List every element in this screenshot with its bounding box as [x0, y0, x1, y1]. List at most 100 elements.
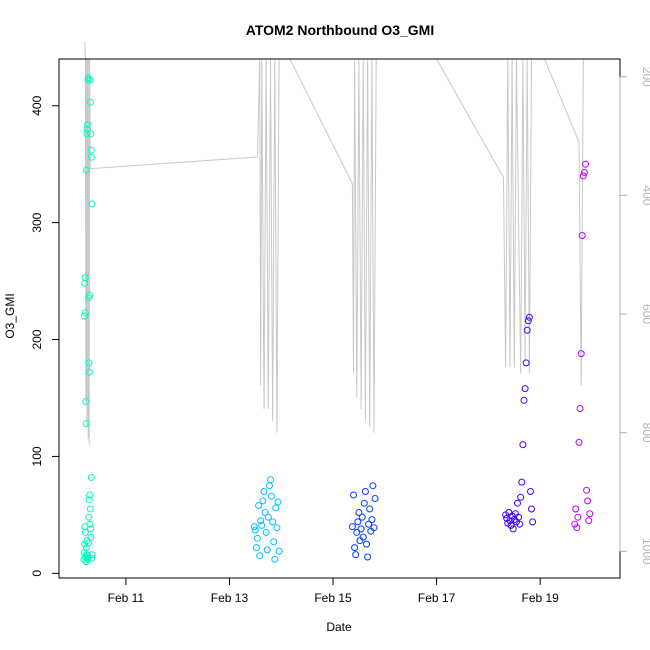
data-point-series-0	[82, 420, 90, 428]
data-point-series-3	[516, 520, 524, 528]
data-point-series-1	[251, 526, 259, 534]
data-point-series-3	[527, 488, 534, 495]
data-point-series-4	[574, 513, 582, 521]
y-tick-label: 400	[30, 95, 44, 115]
data-point-series-0	[84, 552, 92, 560]
data-point-series-0	[87, 130, 95, 138]
data-point-series-1	[261, 509, 269, 516]
data-point-series-0	[81, 309, 89, 317]
data-point-series-0	[86, 76, 94, 84]
data-point-series-2	[350, 491, 357, 499]
data-point-series-4	[586, 510, 594, 518]
x-tick-label: Feb 13	[211, 591, 249, 605]
data-point-series-2	[361, 488, 369, 495]
data-point-series-2	[370, 524, 378, 532]
data-point-series-0	[81, 528, 89, 536]
x-tick-label: Feb 11	[108, 591, 145, 605]
data-point-series-3	[528, 505, 535, 513]
data-point-series-4	[572, 505, 580, 513]
data-point-series-4	[582, 160, 589, 168]
data-point-series-2	[364, 553, 372, 561]
data-point-series-0	[84, 121, 92, 128]
data-point-series-1	[258, 521, 266, 529]
data-point-series-4	[577, 350, 585, 358]
chart-title: ATOM2 Northbound O3_GMI	[246, 22, 434, 38]
data-point-series-3	[517, 493, 525, 501]
data-point-series-1	[273, 524, 281, 532]
data-point-series-4	[578, 232, 586, 239]
data-point-series-0	[87, 474, 95, 481]
right-axis: 200 400 600 800 1000	[619, 67, 650, 565]
x-tick-label: Feb 17	[418, 591, 456, 605]
data-point-series-0	[88, 554, 96, 562]
data-point-series-0	[88, 200, 96, 208]
data-point-series-1	[271, 555, 279, 563]
data-point-series-3	[525, 313, 533, 321]
data-point-series-1	[269, 518, 277, 526]
data-point-series-0	[83, 125, 91, 133]
data-point-series-2	[363, 540, 370, 548]
data-point-series-4	[579, 172, 587, 180]
data-point-series-4	[571, 520, 579, 528]
data-point-series-0	[87, 98, 94, 106]
data-point-series-3	[507, 521, 515, 529]
data-point-series-0	[85, 513, 93, 521]
x-tick-label: Feb 15	[314, 591, 352, 605]
data-point-series-2	[358, 513, 366, 521]
y-tick-label: 100	[30, 446, 44, 466]
data-point-series-3	[515, 513, 523, 521]
data-point-series-0	[86, 520, 94, 528]
data-point-series-0	[80, 312, 88, 320]
data-point-series-0	[83, 555, 91, 563]
data-point-series-1	[260, 488, 268, 495]
data-point-series-1	[267, 476, 274, 484]
data-point-series-2	[371, 495, 379, 502]
data-point-series-1	[257, 517, 265, 525]
data-point-series-1	[262, 528, 270, 536]
data-point-series-0	[88, 551, 96, 559]
data-point-series-0	[82, 398, 90, 405]
data-point-series-1	[268, 492, 275, 500]
data-point-series-1	[275, 547, 283, 555]
data-point-series-0	[85, 539, 92, 547]
data-point-series-4	[585, 517, 593, 525]
data-point-series-1	[250, 523, 258, 531]
y-tick-label: 200	[30, 329, 44, 349]
data-point-series-0	[86, 491, 94, 499]
data-point-series-0	[85, 496, 93, 504]
data-point-series-0	[84, 74, 92, 82]
data-point-series-2	[348, 523, 356, 531]
right-tick-label: 1000	[640, 538, 650, 565]
data-point-series-3	[529, 518, 537, 526]
y-axis-label: O3_GMI	[3, 293, 17, 338]
data-point-series-3	[514, 499, 521, 507]
data-point-series-1	[252, 544, 260, 552]
data-point-series-0	[81, 274, 89, 282]
data-points	[80, 74, 594, 566]
data-point-series-3	[509, 525, 517, 533]
right-tick-label: 600	[640, 304, 650, 324]
data-point-series-2	[352, 551, 360, 559]
right-tick-label: 800	[640, 423, 650, 443]
data-point-series-1	[264, 513, 272, 521]
data-point-series-1	[270, 538, 278, 546]
data-point-series-0	[83, 166, 90, 174]
data-point-series-2	[366, 505, 374, 513]
data-point-series-4	[573, 524, 581, 532]
data-point-series-0	[87, 146, 95, 154]
data-point-series-3	[520, 396, 528, 404]
data-point-series-0	[86, 505, 94, 513]
data-point-series-2	[353, 528, 361, 536]
data-point-series-3	[522, 359, 530, 367]
data-point-series-2	[369, 482, 377, 490]
data-point-series-1	[274, 498, 282, 506]
data-point-series-1	[272, 504, 280, 512]
data-point-series-1	[255, 502, 263, 509]
data-point-series-4	[583, 486, 591, 494]
data-point-series-3	[518, 478, 526, 486]
y-tick-label: 0	[30, 570, 44, 577]
data-point-series-4	[580, 168, 588, 176]
data-point-series-0	[84, 554, 92, 562]
data-point-series-4	[575, 438, 583, 446]
